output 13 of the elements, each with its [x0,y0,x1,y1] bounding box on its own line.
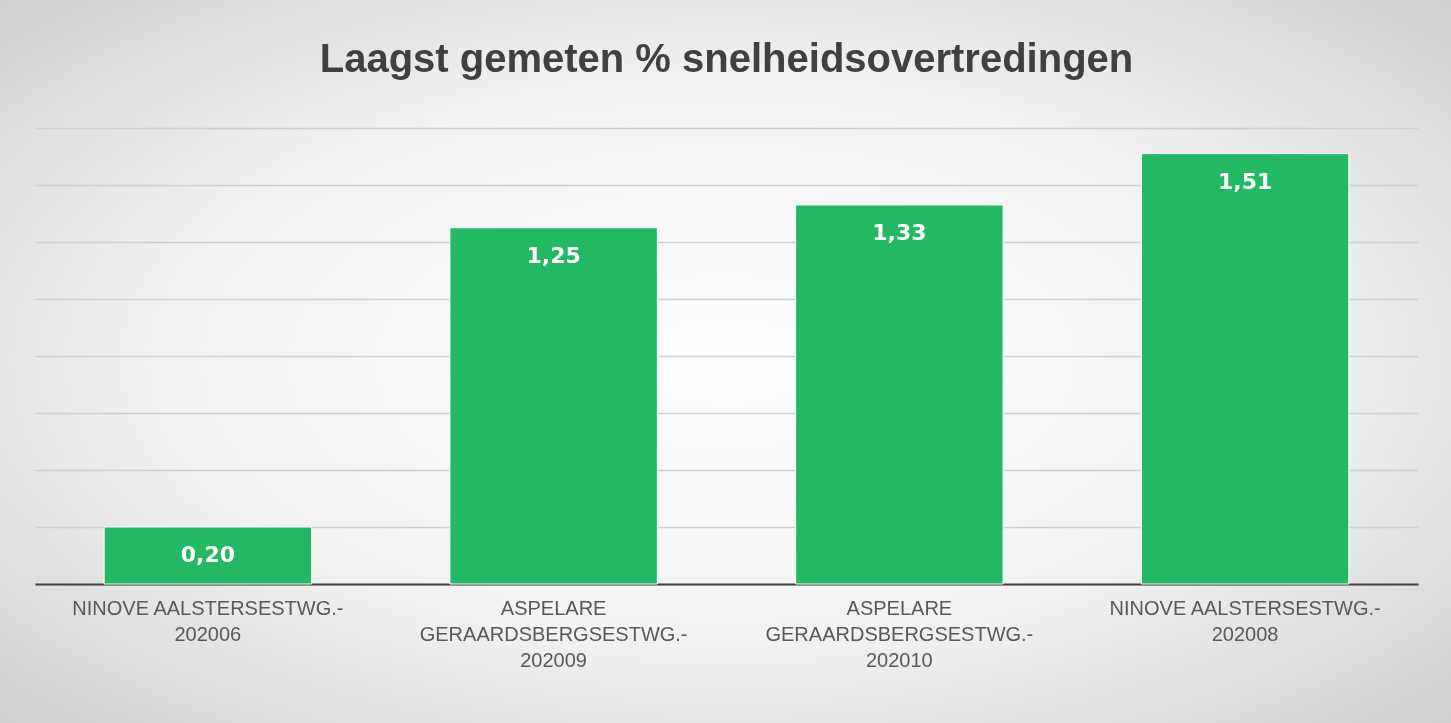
x-tick-label: NINOVE AALSTERSESTWG.- 202008 [1109,596,1381,645]
data-label: 1,25 [526,242,581,268]
data-label: 0,20 [180,542,236,567]
bar [103,526,313,585]
data-label: 1,33 [872,219,927,245]
data-label: 1,51 [1217,168,1273,194]
bar [449,227,658,585]
bar [1140,153,1350,585]
x-tick-label: ASPELARE GERAARDSBERGSESTWG.- 202010 [765,596,1034,671]
chart-title: Laagst gemeten % snelheidsovertredingen [319,36,1134,80]
x-tick-label: NINOVE AALSTERSESTWG.- 202006 [72,596,344,645]
bar [795,204,1004,585]
x-tick-label: ASPELARE GERAARDSBERGSESTWG.- 202009 [419,596,688,671]
